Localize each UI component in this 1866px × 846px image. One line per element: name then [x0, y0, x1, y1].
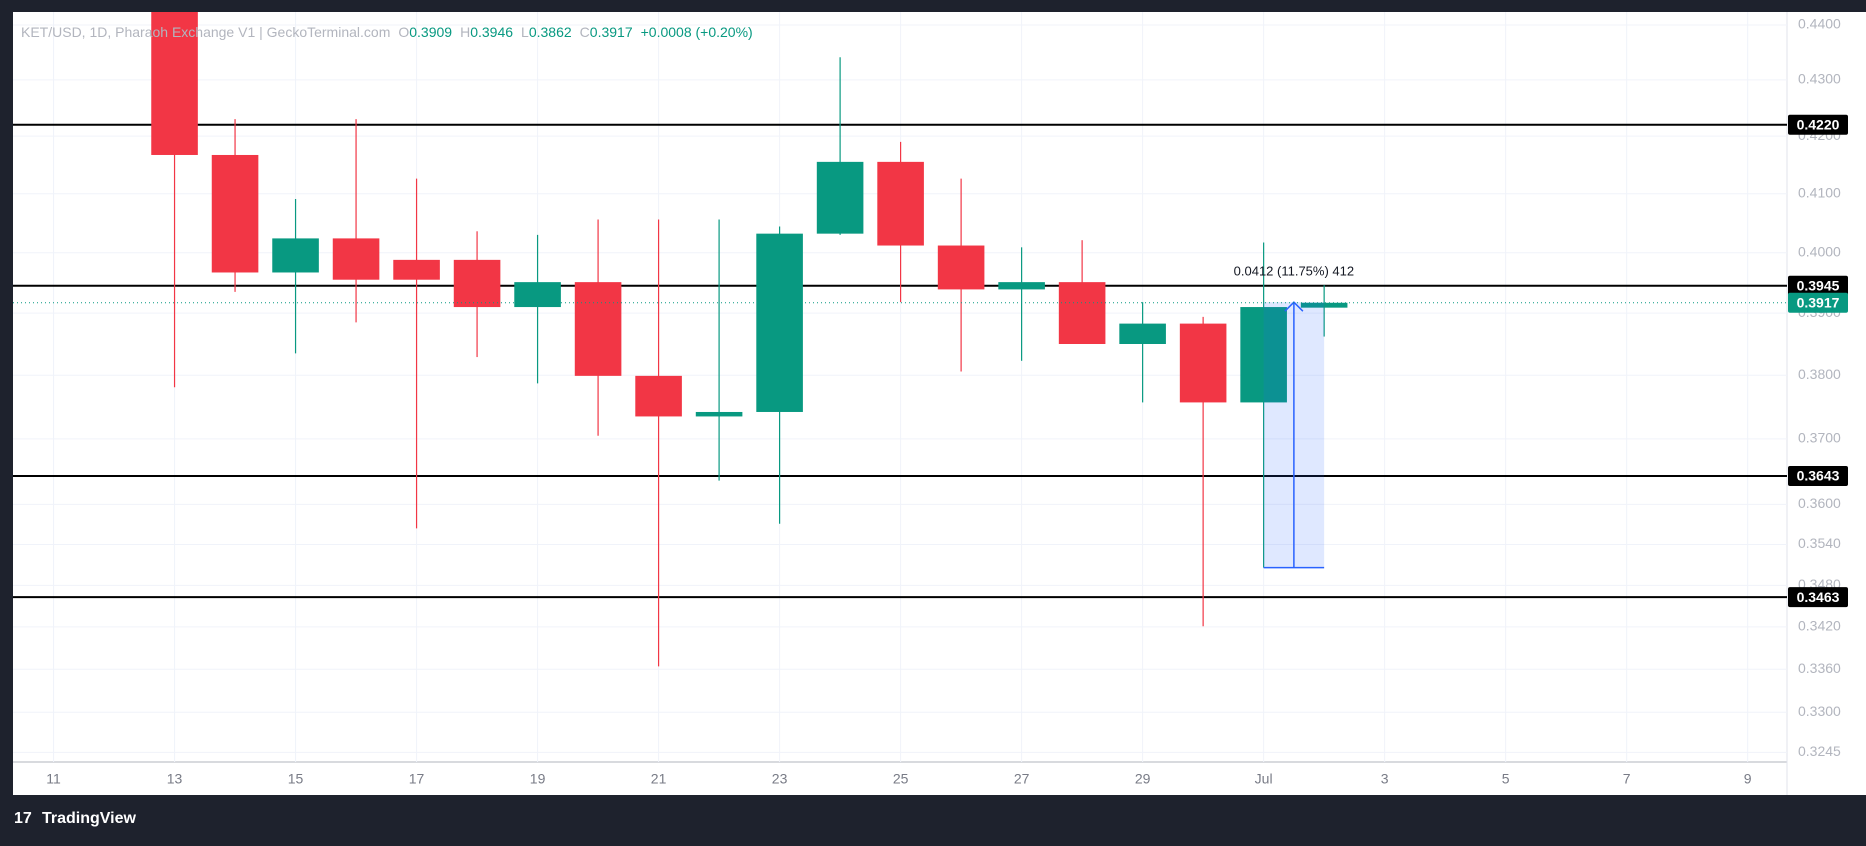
level-label-bg [1788, 275, 1848, 296]
chart-panel [13, 12, 1866, 795]
y-tick-label: 0.3245 [1798, 743, 1841, 759]
candle-body [1058, 282, 1106, 344]
y-tick-label: 0.4400 [1798, 16, 1841, 32]
x-tick-label: 15 [288, 771, 304, 787]
ohlc-key: O [398, 24, 409, 40]
candle-body [574, 282, 622, 376]
brand: TradingView [42, 810, 137, 827]
y-tick-label: 0.4000 [1798, 243, 1841, 259]
candle-body [877, 161, 924, 246]
ohlc-value: 0.3946 [470, 24, 513, 40]
x-tick-label: 21 [651, 771, 667, 787]
y-tick-label: 0.3360 [1798, 660, 1841, 676]
y-tick-label: 0.3600 [1798, 495, 1841, 511]
last-price-label-bg [1788, 292, 1848, 313]
x-tick-label: 17 [409, 771, 425, 787]
x-tick-label: 3 [1381, 771, 1389, 787]
candle-body [1179, 323, 1227, 403]
symbol-title: KET/USD, 1D, Pharaoh Exchange V1 | Gecko… [21, 24, 753, 40]
y-tick-label: 0.4100 [1798, 184, 1841, 200]
candle-body [695, 411, 743, 417]
y-tick-label: 0.4300 [1798, 71, 1841, 87]
candle-body [756, 233, 803, 412]
y-tick-label: 0.3800 [1798, 366, 1841, 382]
level-label: 0.4220 [1797, 116, 1840, 132]
ohlc-value: 0.3862 [529, 24, 572, 40]
x-tick-label: 5 [1502, 771, 1510, 787]
brand-logo: 17 [14, 810, 32, 827]
candle-body [635, 375, 682, 417]
level-label-bg [1788, 587, 1848, 608]
x-tick-label: Jul [1255, 771, 1273, 787]
header: KET/USD, 1D, Pharaoh Exchange V1 | Gecko… [21, 24, 753, 40]
candle-body [816, 161, 864, 234]
level-label-bg [1788, 466, 1848, 487]
axes: 0.44000.43000.42000.41000.40000.39000.38… [46, 16, 1848, 787]
ohlc-key: L [521, 24, 529, 40]
x-tick-label: 25 [893, 771, 909, 787]
candle-body [151, 12, 198, 155]
candle-body [937, 245, 985, 290]
ohlc-key: H [460, 24, 470, 40]
candle-body [453, 259, 501, 308]
y-tick-label: 0.3420 [1798, 618, 1841, 634]
x-tick-label: 29 [1135, 771, 1151, 787]
ohlc-value: 0.3909 [409, 24, 452, 40]
measure-arrow-head [1284, 301, 1304, 312]
x-tick-label: 23 [772, 771, 788, 787]
ohlc-value: 0.3917 [590, 24, 633, 40]
level-label: 0.3463 [1797, 589, 1840, 605]
level-label: 0.3945 [1797, 277, 1840, 293]
x-tick-label: 19 [530, 771, 546, 787]
candle-body [272, 238, 319, 273]
x-tick-label: 13 [167, 771, 183, 787]
level-label: 0.3643 [1797, 468, 1840, 484]
x-tick-label: 9 [1744, 771, 1752, 787]
y-tick-label: 0.3700 [1798, 430, 1841, 446]
y-tick-label: 0.3540 [1798, 535, 1841, 551]
x-tick-label: 27 [1014, 771, 1030, 787]
level-label-bg [1788, 114, 1848, 135]
candle-body [1240, 307, 1287, 403]
candle-body [514, 282, 561, 308]
y-tick-label: 0.3300 [1798, 703, 1841, 719]
plot: 0.0412 (11.75%) 412 [13, 12, 1787, 667]
candle-body [393, 259, 440, 280]
ohlc-key: C [580, 24, 590, 40]
last-price-label: 0.3917 [1797, 294, 1840, 310]
candle-body [1300, 302, 1348, 308]
x-tick-label: 11 [46, 771, 61, 787]
change: +0.0008 (+0.20%) [641, 24, 753, 40]
x-tick-label: 7 [1623, 771, 1631, 787]
candle-body [332, 238, 380, 280]
candle-body [211, 154, 259, 273]
measure-label: 0.0412 (11.75%) 412 [1234, 264, 1354, 279]
candle-body [998, 282, 1045, 290]
candle-body [1119, 323, 1166, 344]
title: KET/USD, 1D, Pharaoh Exchange V1 | Gecko… [21, 24, 390, 40]
